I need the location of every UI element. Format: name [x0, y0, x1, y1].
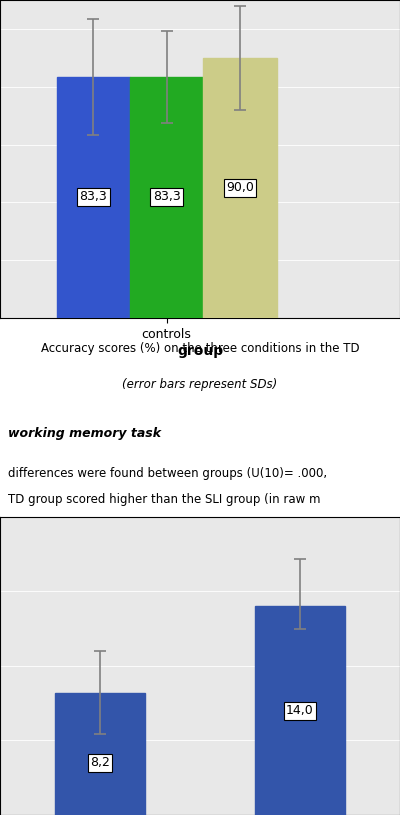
- Text: 90,0: 90,0: [226, 182, 254, 195]
- Bar: [255, 606, 345, 815]
- X-axis label: group: group: [177, 344, 223, 358]
- Bar: [57, 77, 130, 318]
- Text: 14,0: 14,0: [286, 704, 314, 717]
- Text: 8,2: 8,2: [90, 756, 110, 769]
- Bar: [203, 58, 277, 318]
- Text: (error bars represent SDs): (error bars represent SDs): [122, 377, 278, 390]
- Text: Accuracy scores (%) on the three conditions in the TD: Accuracy scores (%) on the three conditi…: [41, 342, 359, 355]
- Text: differences were found between groups (U(10)= .000,: differences were found between groups (U…: [8, 467, 327, 480]
- Bar: [55, 693, 145, 815]
- Text: TD group scored higher than the SLI group (in raw m: TD group scored higher than the SLI grou…: [8, 493, 320, 506]
- Text: 83,3: 83,3: [80, 190, 107, 203]
- Text: ively; see Figure 9).: ively; see Figure 9).: [8, 517, 124, 530]
- Text: working memory task: working memory task: [8, 427, 161, 440]
- Bar: [130, 77, 203, 318]
- Text: 83,3: 83,3: [153, 190, 180, 203]
